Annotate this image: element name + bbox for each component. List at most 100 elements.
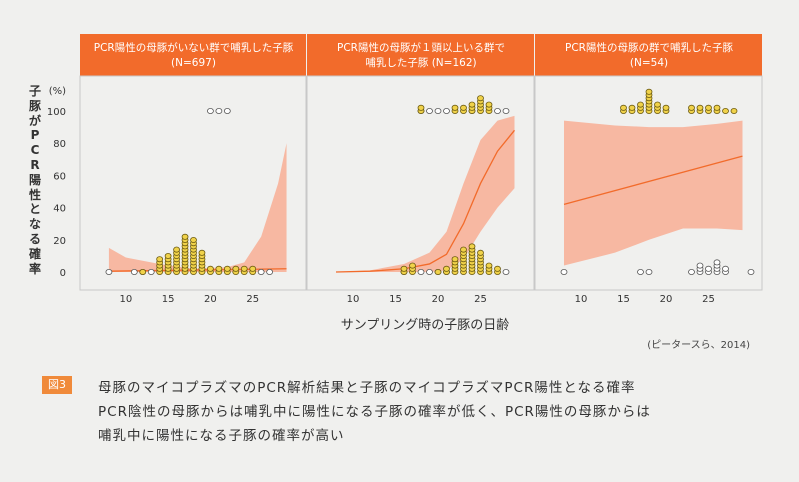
positive-dot <box>451 256 459 263</box>
positive-dot <box>443 265 450 272</box>
positive-dot <box>223 265 231 272</box>
positive-dot <box>730 108 738 115</box>
negative-dot <box>207 108 214 115</box>
negative-dot <box>722 265 729 272</box>
citation: (ピータースら、2014) <box>647 340 750 351</box>
y-axis-label-char: る <box>28 231 41 246</box>
positive-dot <box>620 104 627 111</box>
positive-dot <box>181 233 189 240</box>
negative-dot <box>266 268 274 275</box>
positive-dot <box>645 88 653 95</box>
negative-dot <box>688 268 695 275</box>
y-tick-label: 60 <box>53 171 66 182</box>
positive-dot <box>417 104 425 111</box>
positive-dot <box>688 104 695 111</box>
x-tick-label: 10 <box>119 294 132 305</box>
positive-dot <box>207 265 214 272</box>
negative-dot <box>426 268 433 275</box>
negative-dot <box>560 268 568 275</box>
chart-panels: (%) PCR陽性の母豚がいない群で哺乳した子豚 (N=697) 10 15 20 25 0 2… <box>47 34 763 305</box>
positive-dot <box>468 101 476 108</box>
x-tick-label: 15 <box>162 294 175 305</box>
x-tick-label: 15 <box>389 294 402 305</box>
x-tick-label: 25 <box>246 294 259 305</box>
y-axis-label-char: 子 <box>28 84 41 98</box>
y-axis-label-char: が <box>28 113 41 128</box>
positive-dot <box>190 236 197 243</box>
x-tick-label: 20 <box>204 294 217 305</box>
y-tick-label: 0 <box>60 268 66 279</box>
positive-dot <box>494 265 501 272</box>
x-tick-label: 25 <box>702 294 715 305</box>
panel-title: PCR陽性の母豚が１頭以上いる群で <box>337 41 505 54</box>
negative-dot <box>147 268 155 275</box>
negative-dot <box>713 259 721 266</box>
fitted-line <box>108 268 287 272</box>
y-axis-label-char: 率 <box>28 261 41 276</box>
positive-dot <box>713 104 721 111</box>
positive-dot <box>485 262 493 269</box>
positive-dot <box>198 249 206 256</box>
positive-dot <box>628 104 636 111</box>
negative-dot <box>502 108 510 115</box>
fitted-line <box>335 129 516 273</box>
chart-panel-1: PCR陽性の母豚がいない群で哺乳した子豚 (N=697) 10 15 20 25 0 20 40… <box>47 34 307 305</box>
panel-subtitle: 哺乳した子豚 (N=162) <box>365 56 476 69</box>
x-tick-label: 15 <box>617 294 630 305</box>
panel-title: PCR陽性の母豚がいない群で哺乳した子豚 <box>94 41 294 54</box>
positive-dot <box>485 101 493 108</box>
positive-dot <box>637 101 644 108</box>
y-axis-label-char: と <box>28 202 41 217</box>
caption-line-3: 哺乳中に陽性になる子豚の確率が高い <box>98 428 345 444</box>
negative-dot <box>223 108 231 115</box>
x-axis-title: サンプリング時の子豚の日齢 <box>340 318 510 333</box>
x-tick-label: 25 <box>474 294 487 305</box>
panel-header <box>535 34 762 76</box>
positive-dot <box>654 101 661 108</box>
positive-dot <box>460 246 467 253</box>
y-axis-label-char: 確 <box>28 246 41 261</box>
negative-dot <box>645 268 653 275</box>
y-unit-label: (%) <box>49 86 66 97</box>
positive-dot <box>477 95 484 102</box>
negative-dot <box>215 108 223 115</box>
negative-dot <box>696 262 704 269</box>
y-axis-label-char: 性 <box>28 187 41 202</box>
positive-dot <box>156 256 164 263</box>
panel-subtitle: (N=697) <box>171 57 216 69</box>
y-tick-label: 80 <box>53 139 66 150</box>
positive-dot <box>468 243 476 250</box>
caption-line-2: PCR陰性の母豚からは哺乳中に陽性になる子豚の確率が低く、PCR陽性の母豚からは <box>98 404 651 420</box>
confidence-band <box>108 143 287 272</box>
y-tick-label: 100 <box>47 107 66 118</box>
panel-title: PCR陽性の母豚の群で哺乳した子豚 <box>565 41 733 54</box>
panel-header <box>80 34 306 76</box>
positive-dot <box>722 108 729 115</box>
caption-line-1: 母豚のマイコプラズマのPCR解析結果と子豚のマイコプラズマPCR陽性となる確率 <box>98 380 636 396</box>
y-axis-label-char: R <box>30 157 40 172</box>
negative-dot <box>105 268 113 275</box>
panel-subtitle: (N=54) <box>630 57 668 69</box>
negative-dot <box>257 268 265 275</box>
x-tick-label: 10 <box>575 294 588 305</box>
positive-dot <box>662 104 670 111</box>
confidence-band <box>564 120 743 266</box>
figure-number-badge: 図3 <box>42 376 72 394</box>
positive-dot <box>705 104 712 111</box>
y-axis-label-char: C <box>30 143 40 158</box>
positive-dot <box>451 104 459 111</box>
positive-dot <box>173 246 180 253</box>
negative-dot <box>426 108 433 115</box>
positive-dot <box>477 249 484 256</box>
negative-dot <box>443 108 450 115</box>
positive-dot <box>400 265 408 272</box>
positive-dot <box>164 252 172 259</box>
y-axis-label-char: な <box>28 217 41 232</box>
positive-dot <box>696 104 704 111</box>
fitted-line <box>563 155 743 206</box>
confidence-band <box>336 115 515 272</box>
negative-dot <box>502 268 510 275</box>
positive-dot <box>409 262 416 269</box>
positive-dot <box>460 104 467 111</box>
